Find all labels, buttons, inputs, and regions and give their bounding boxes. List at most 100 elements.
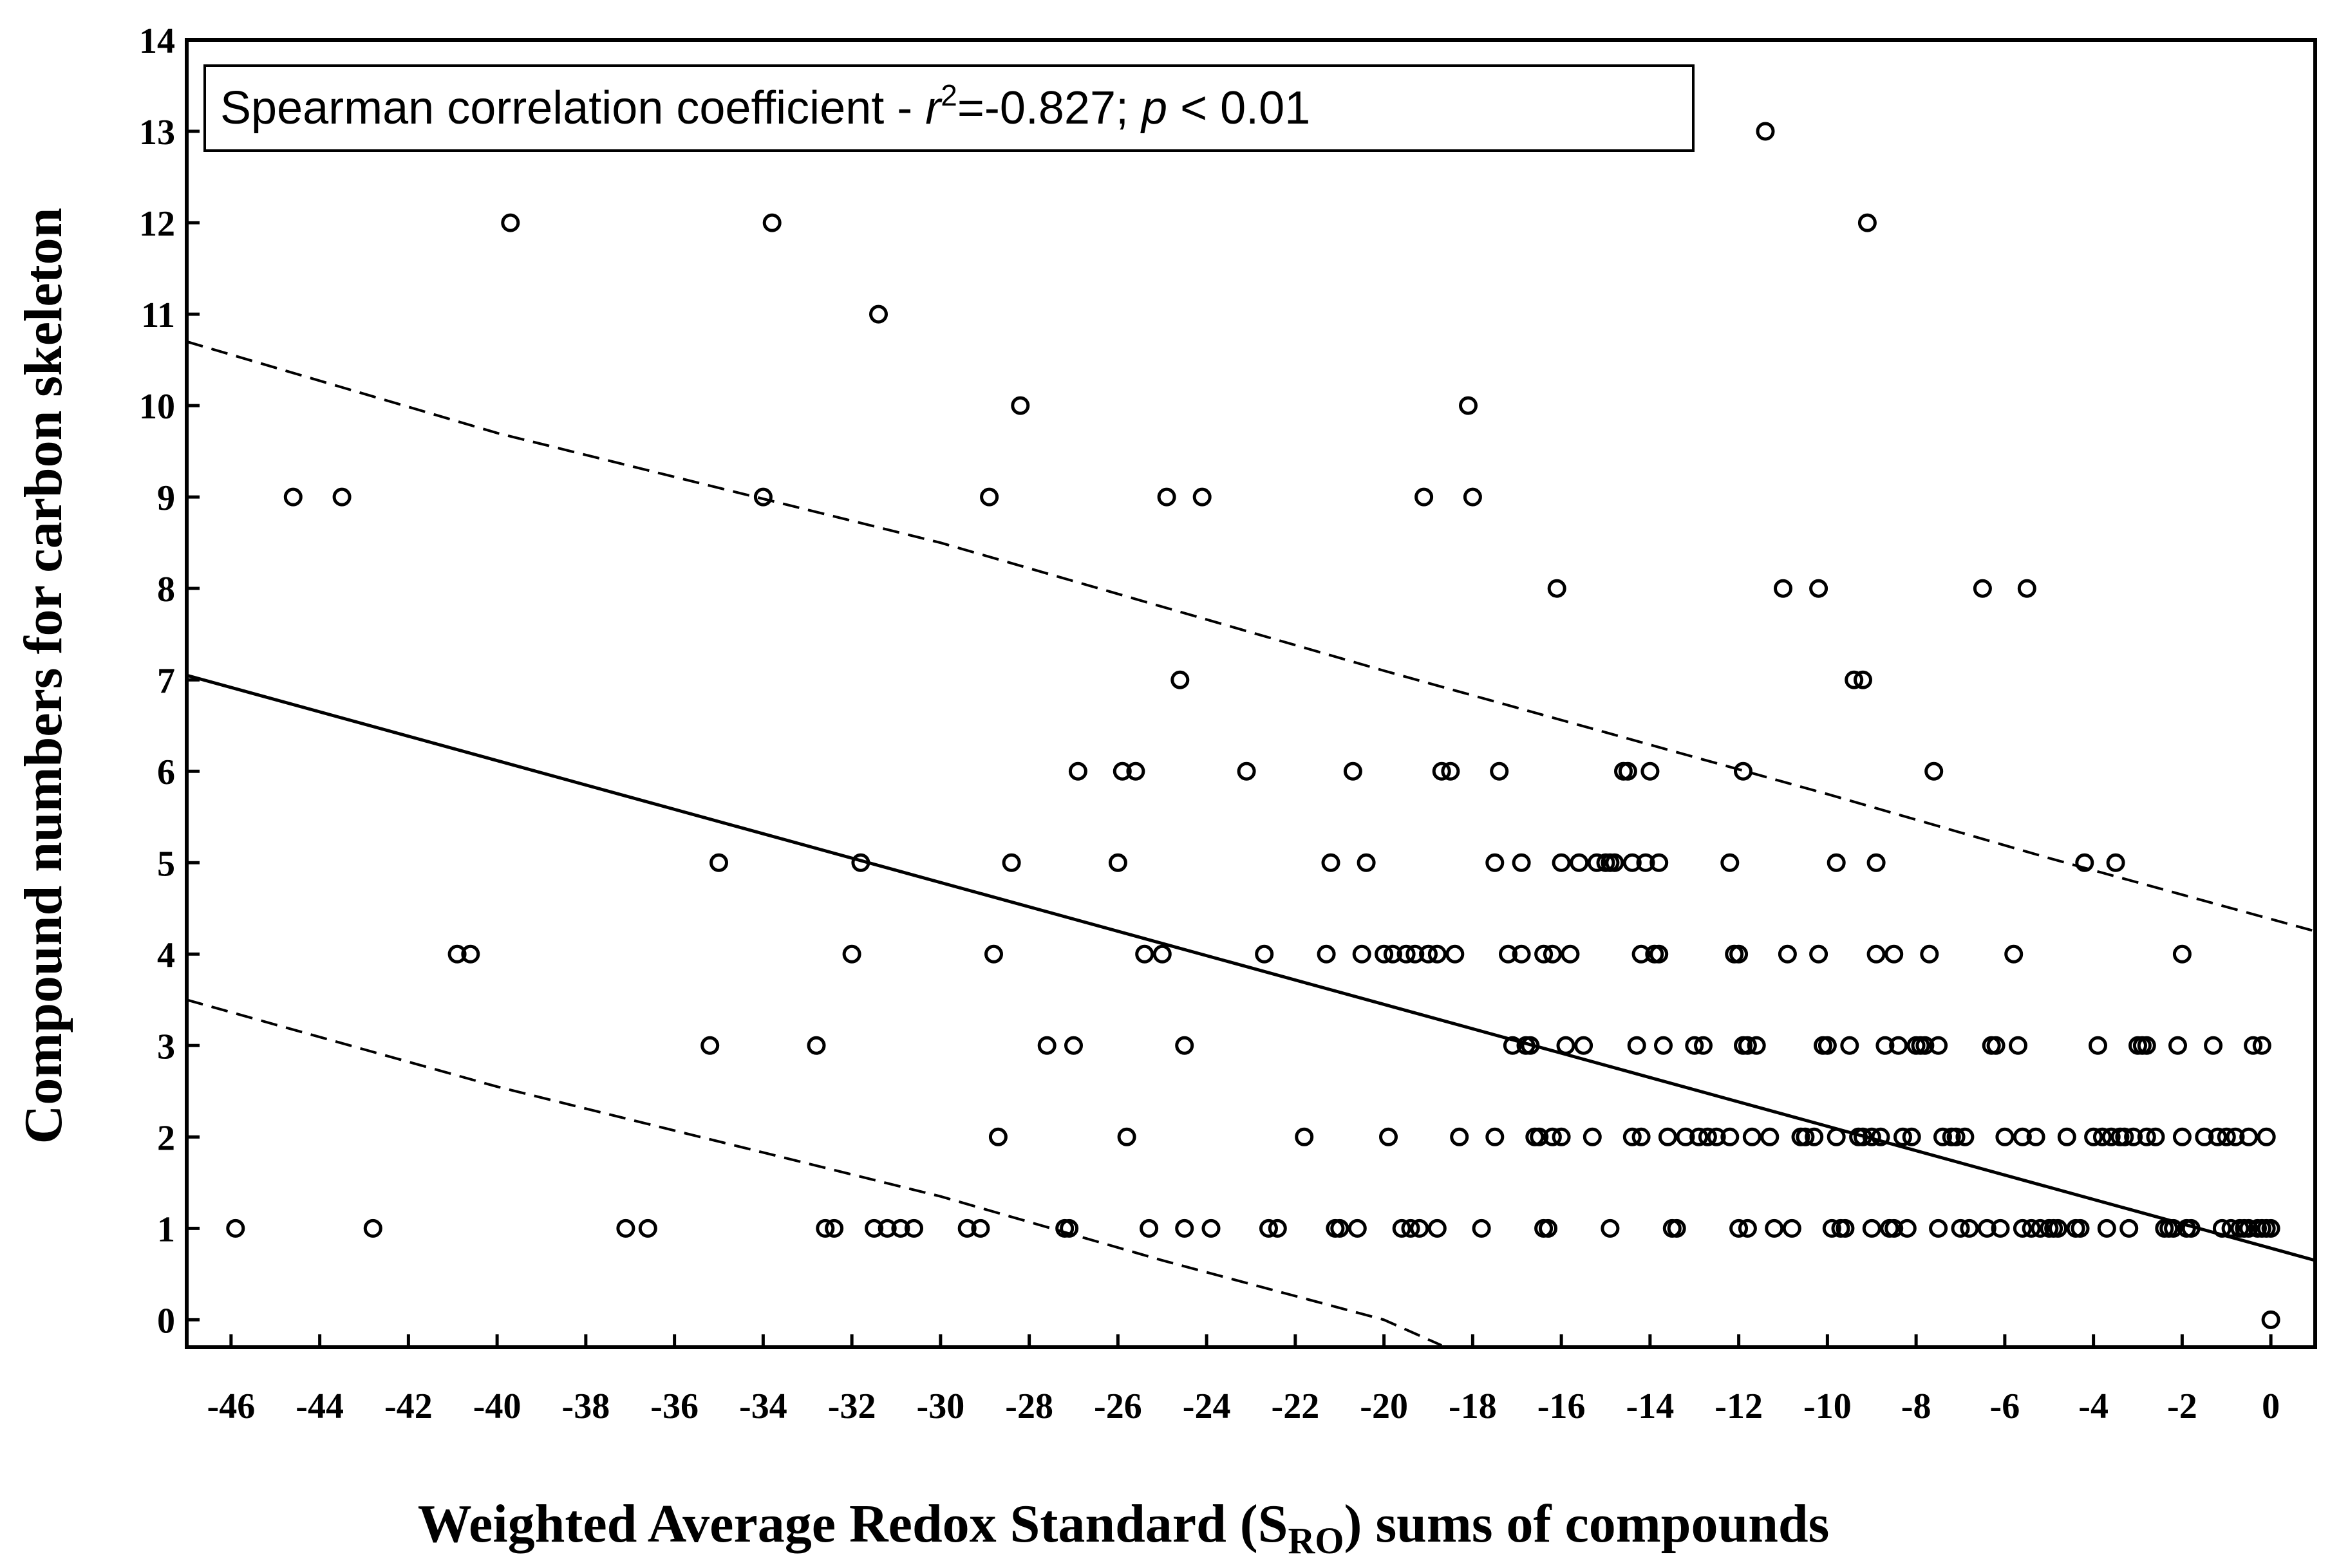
y-tick-label: 10: [139, 387, 175, 427]
y-tick-label: 3: [157, 1027, 175, 1067]
data-point: [762, 213, 782, 232]
data-point: [1108, 853, 1127, 872]
data-point: [2239, 1127, 2259, 1146]
x-tick-label: 0: [2262, 1386, 2280, 1426]
data-point: [1884, 944, 1904, 964]
data-point: [1543, 1127, 1562, 1146]
x-tick-label: -8: [1901, 1386, 1931, 1426]
data-point: [891, 1218, 910, 1238]
data-point: [2261, 1310, 2280, 1329]
data-point: [1618, 761, 1637, 781]
data-point: [1871, 1127, 1890, 1146]
data-point: [1379, 1127, 1398, 1146]
data-point: [1192, 487, 1212, 507]
data-point: [1897, 1218, 1917, 1238]
data-point: [1561, 944, 1580, 964]
data-point: [984, 944, 1003, 964]
x-tick-label: -30: [917, 1386, 965, 1426]
data-point: [2013, 1127, 2032, 1146]
data-point: [1640, 761, 1660, 781]
y-tick-label: 8: [157, 570, 175, 610]
x-tick-label: -4: [2078, 1386, 2109, 1426]
data-point: [2009, 1036, 2027, 1055]
data-point: [1854, 670, 1872, 689]
data-point: [1605, 853, 1624, 872]
data-point: [1117, 1127, 1136, 1146]
data-point: [2195, 1127, 2214, 1146]
data-point: [2089, 1036, 2107, 1055]
x-tick-label: -28: [1005, 1386, 1053, 1426]
data-point: [1485, 1127, 1505, 1146]
data-point: [2004, 944, 2024, 964]
data-point: [1414, 487, 1434, 507]
data-point: [2071, 1218, 2090, 1238]
data-point: [1060, 1218, 1079, 1238]
y-tick-label: 2: [157, 1118, 175, 1158]
data-point: [1583, 1127, 1602, 1146]
data-point: [1857, 213, 1877, 232]
data-point: [1357, 853, 1376, 872]
data-point: [1631, 1127, 1651, 1146]
data-point: [700, 1036, 720, 1055]
data-point: [1654, 1036, 1673, 1055]
data-point: [1002, 853, 1021, 872]
data-point: [1445, 944, 1465, 964]
data-point: [971, 1218, 990, 1238]
data-point: [1037, 1036, 1057, 1055]
data-point: [2057, 1127, 2076, 1146]
data-point: [1237, 761, 1256, 781]
x-tick-label: -42: [384, 1386, 433, 1426]
x-tick-label: -46: [207, 1386, 256, 1426]
data-point: [1348, 1218, 1367, 1238]
data-point: [905, 1218, 923, 1238]
data-point: [1259, 1218, 1278, 1238]
data-point: [1667, 1218, 1686, 1238]
data-point: [1862, 1127, 1881, 1146]
data-point: [1472, 1218, 1491, 1238]
data-point: [1756, 122, 1775, 141]
annotation-box: Spearman correlation coefficient - r2=-0…: [203, 64, 1695, 152]
data-point: [1698, 1127, 1717, 1146]
data-point: [1512, 853, 1531, 872]
data-point: [1875, 1036, 1895, 1055]
data-point: [2137, 1036, 2156, 1055]
y-axis-title: Compound numbers for carbon skeleton: [14, 208, 73, 1144]
data-point: [1893, 1127, 1912, 1146]
x-tick-label: -14: [1626, 1386, 1675, 1426]
y-tick-label: 11: [141, 295, 175, 335]
data-point: [2119, 1218, 2139, 1238]
data-point: [638, 1218, 657, 1238]
data-point: [1521, 1036, 1540, 1055]
data-point: [2212, 1218, 2231, 1238]
data-point: [1689, 1127, 1709, 1146]
data-point: [1343, 761, 1362, 781]
data-point: [2172, 944, 2192, 964]
x-tick-label: -2: [2167, 1386, 2197, 1426]
data-point: [1854, 1127, 1872, 1146]
data-point: [865, 1218, 884, 1238]
data-point: [988, 1127, 1008, 1146]
x-axis-title: Weighted Average Redox Standard (SRO) su…: [418, 1494, 1830, 1562]
data-point: [1845, 670, 1864, 689]
data-point: [957, 1218, 977, 1238]
data-point: [1889, 1036, 1908, 1055]
data-point: [2022, 1218, 2041, 1238]
data-point: [1396, 944, 1416, 964]
data-point: [2017, 579, 2036, 598]
data-point: [332, 487, 352, 507]
data-point: [2092, 1127, 2112, 1146]
data-point: [2217, 1127, 2236, 1146]
data-point: [1574, 1036, 1593, 1055]
data-point: [1866, 944, 1886, 964]
data-point: [447, 944, 467, 964]
data-point: [1622, 853, 1642, 872]
data-point: [1622, 1127, 1642, 1146]
data-point: [1321, 853, 1340, 872]
data-point: [1649, 944, 1669, 964]
data-point: [363, 1218, 382, 1238]
points-layer: [226, 122, 2280, 1329]
data-point: [1729, 944, 1749, 964]
data-point: [2097, 1218, 2116, 1238]
data-point: [1450, 1127, 1469, 1146]
